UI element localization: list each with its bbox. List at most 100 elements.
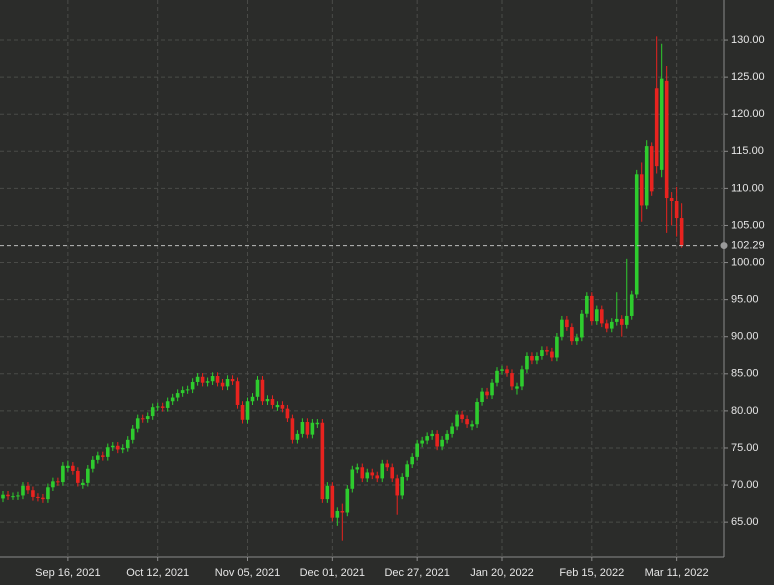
y-tick-label: 95.00	[731, 294, 759, 306]
candle-body	[190, 381, 195, 390]
candle-body	[575, 337, 579, 342]
candle-body	[205, 381, 210, 383]
candle-body	[200, 376, 205, 383]
candle-body	[590, 295, 594, 322]
candle-body	[450, 426, 454, 434]
candle-body	[275, 404, 280, 408]
y-tick-label: 75.00	[731, 442, 759, 454]
candle-body	[634, 174, 639, 295]
candle-body	[91, 459, 95, 469]
y-tick-label: 70.00	[731, 479, 759, 491]
candle-body	[490, 382, 494, 396]
x-tick-label: Mar 11, 2022	[645, 567, 709, 579]
candle-body	[16, 495, 20, 497]
x-tick-label: Jan 20, 2022	[470, 567, 534, 579]
candle-body	[485, 391, 489, 396]
candle-body	[525, 356, 529, 370]
candle-body	[400, 476, 404, 496]
candle-body	[130, 428, 135, 440]
candle-body	[465, 419, 469, 425]
candle-body	[180, 390, 185, 394]
y-tick-label: 125.00	[731, 71, 765, 83]
candle-body	[170, 397, 175, 402]
candle-body	[265, 399, 270, 402]
candle-body	[51, 481, 55, 488]
candle-body	[360, 467, 365, 479]
candle-body	[31, 490, 35, 497]
candle-body	[235, 381, 240, 405]
candle-body	[61, 465, 65, 483]
candle-body	[604, 323, 609, 329]
candle-body	[335, 511, 340, 518]
candle-body	[545, 350, 549, 352]
candle-body	[415, 443, 419, 457]
candle-body	[659, 78, 664, 170]
candle-body	[619, 318, 624, 325]
candle-body	[480, 391, 484, 402]
last-price-marker	[720, 242, 728, 250]
candle-body	[609, 321, 614, 329]
candle-body	[460, 414, 464, 420]
candle-body	[654, 88, 659, 167]
candle-body	[225, 378, 230, 387]
candle-body	[385, 463, 390, 468]
candle-body	[300, 422, 305, 434]
y-tick-label: 120.00	[731, 108, 765, 120]
candle-body	[430, 433, 434, 437]
candle-body	[255, 379, 260, 397]
candle-body	[565, 319, 569, 328]
candle-body	[290, 418, 295, 440]
y-tick-label: 80.00	[731, 405, 759, 417]
candle-body	[570, 327, 574, 342]
candle-body	[145, 416, 150, 420]
candle-body	[245, 401, 250, 420]
candle-body	[110, 445, 115, 448]
candle-body	[11, 496, 15, 498]
candle-body	[595, 309, 599, 322]
candle-body	[175, 393, 180, 398]
candle-body	[220, 382, 225, 387]
candle-body	[550, 351, 554, 358]
candle-body	[674, 200, 679, 219]
candle-body	[240, 404, 245, 420]
candle-body	[390, 467, 395, 479]
y-tick-label: 90.00	[731, 331, 759, 343]
candle-body	[435, 433, 439, 447]
candle-body	[470, 424, 474, 427]
candle-body	[165, 401, 170, 408]
candle-body	[250, 396, 255, 402]
candle-body	[624, 315, 629, 325]
candle-body	[475, 401, 479, 425]
candle-body	[320, 422, 325, 500]
candle-body	[315, 422, 320, 425]
candle-body	[26, 485, 30, 491]
candle-body	[66, 465, 70, 468]
candle-body	[325, 485, 330, 500]
candle-body	[155, 406, 160, 408]
candle-body	[380, 463, 385, 479]
candle-body	[1, 494, 5, 499]
candle-body	[535, 356, 539, 361]
candle-body	[520, 369, 524, 387]
candle-body	[330, 485, 335, 518]
candle-body	[160, 406, 165, 408]
x-tick-label: Nov 05, 2021	[215, 567, 280, 579]
candle-body	[600, 309, 604, 324]
candle-body	[420, 440, 424, 444]
y-tick-label: 110.00	[731, 182, 764, 194]
candle-body	[230, 378, 235, 382]
candle-body	[345, 488, 350, 513]
candle-body	[365, 472, 370, 479]
candle-body	[295, 433, 300, 440]
candle-body	[405, 464, 409, 477]
candle-body	[644, 146, 649, 206]
candle-body	[125, 439, 130, 448]
candle-body	[440, 439, 444, 447]
candle-body	[649, 146, 654, 192]
candle-body	[135, 418, 140, 429]
candle-body	[375, 475, 380, 479]
candle-body	[195, 376, 200, 382]
